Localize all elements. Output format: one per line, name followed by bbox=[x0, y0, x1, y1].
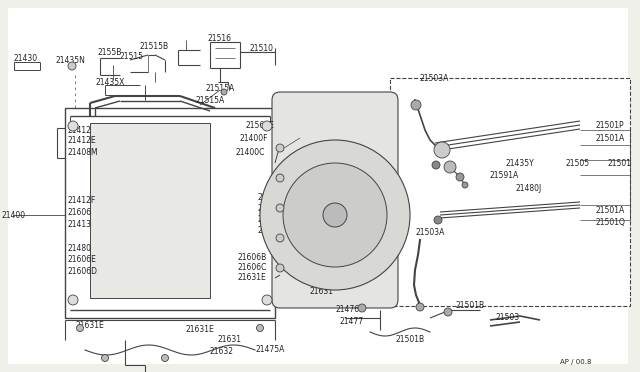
Circle shape bbox=[434, 142, 450, 158]
Circle shape bbox=[358, 304, 366, 312]
Circle shape bbox=[161, 355, 168, 362]
Text: 2155B: 2155B bbox=[98, 48, 122, 57]
Text: 21503: 21503 bbox=[495, 314, 519, 323]
Bar bbox=[65, 108, 275, 318]
Text: 21435N: 21435N bbox=[55, 55, 85, 64]
Text: 21501Q: 21501Q bbox=[595, 218, 625, 227]
Circle shape bbox=[260, 140, 410, 290]
Text: 21501B: 21501B bbox=[455, 301, 484, 310]
Circle shape bbox=[434, 216, 442, 224]
Text: 21480J: 21480J bbox=[515, 183, 541, 192]
Text: 21631: 21631 bbox=[218, 336, 242, 344]
Text: 21606B: 21606B bbox=[238, 253, 268, 263]
Text: 21503A: 21503A bbox=[420, 74, 449, 83]
Text: 21480: 21480 bbox=[68, 244, 92, 253]
Circle shape bbox=[283, 163, 387, 267]
Text: 21412F: 21412F bbox=[68, 196, 96, 205]
Circle shape bbox=[349, 201, 377, 229]
Text: 21606E: 21606E bbox=[258, 192, 287, 202]
Text: 21606C: 21606C bbox=[238, 263, 268, 273]
Text: 21501A: 21501A bbox=[595, 205, 624, 215]
Circle shape bbox=[432, 161, 440, 169]
Text: AP / 00.8: AP / 00.8 bbox=[560, 359, 591, 365]
Text: 21631E: 21631E bbox=[75, 321, 104, 330]
Circle shape bbox=[68, 121, 78, 131]
Circle shape bbox=[276, 144, 284, 152]
Text: 21591A: 21591A bbox=[490, 170, 519, 180]
Circle shape bbox=[462, 182, 468, 188]
Text: 21560E: 21560E bbox=[245, 121, 274, 129]
Text: 21475A: 21475A bbox=[255, 346, 284, 355]
Circle shape bbox=[411, 100, 421, 110]
Circle shape bbox=[262, 295, 272, 305]
Text: 21606C: 21606C bbox=[258, 215, 287, 224]
Text: 21515: 21515 bbox=[120, 51, 144, 61]
Text: 21501P: 21501P bbox=[595, 121, 623, 129]
Circle shape bbox=[456, 173, 464, 181]
Text: 21632: 21632 bbox=[210, 347, 234, 356]
Text: 21631: 21631 bbox=[310, 288, 334, 296]
Text: 21515A: 21515A bbox=[205, 83, 234, 93]
Circle shape bbox=[68, 295, 78, 305]
Circle shape bbox=[323, 203, 347, 227]
FancyBboxPatch shape bbox=[272, 92, 398, 308]
Text: 21606D: 21606D bbox=[258, 203, 288, 212]
Text: 21435Y: 21435Y bbox=[505, 158, 534, 167]
Circle shape bbox=[321, 173, 349, 201]
Text: 21606D: 21606D bbox=[68, 267, 98, 276]
Circle shape bbox=[321, 229, 349, 257]
Text: 21412E: 21412E bbox=[68, 135, 97, 144]
Circle shape bbox=[293, 201, 321, 229]
Text: 21515A: 21515A bbox=[195, 96, 224, 105]
Circle shape bbox=[221, 89, 227, 95]
Circle shape bbox=[77, 324, 83, 331]
Text: 21505: 21505 bbox=[565, 158, 589, 167]
Text: 21400F: 21400F bbox=[240, 134, 269, 142]
Bar bbox=[90, 123, 210, 298]
Circle shape bbox=[262, 121, 272, 131]
Text: 21412: 21412 bbox=[68, 125, 92, 135]
Text: 21430: 21430 bbox=[14, 54, 38, 62]
Text: 21606B: 21606B bbox=[258, 225, 287, 234]
Text: 21631E: 21631E bbox=[185, 326, 214, 334]
Bar bbox=[390, 78, 630, 306]
Text: 21400C: 21400C bbox=[235, 148, 264, 157]
Text: 21413: 21413 bbox=[68, 219, 92, 228]
Text: 21400: 21400 bbox=[2, 211, 26, 219]
Text: 21606E: 21606E bbox=[68, 256, 97, 264]
Circle shape bbox=[276, 174, 284, 182]
Text: 21503A: 21503A bbox=[415, 228, 444, 237]
Text: 21510: 21510 bbox=[250, 44, 274, 52]
Text: 21515B: 21515B bbox=[140, 42, 169, 51]
Circle shape bbox=[444, 161, 456, 173]
Circle shape bbox=[68, 62, 76, 70]
Text: 21516: 21516 bbox=[208, 33, 232, 42]
Text: 21501A: 21501A bbox=[595, 134, 624, 142]
Text: 21606: 21606 bbox=[68, 208, 92, 217]
Text: 21408M: 21408M bbox=[68, 148, 99, 157]
Circle shape bbox=[416, 303, 424, 311]
Text: 21631E: 21631E bbox=[295, 270, 324, 279]
Text: 21501: 21501 bbox=[608, 158, 632, 167]
Text: 21501B: 21501B bbox=[395, 336, 424, 344]
Circle shape bbox=[276, 204, 284, 212]
Text: 21631E: 21631E bbox=[238, 273, 267, 282]
Circle shape bbox=[257, 324, 264, 331]
Circle shape bbox=[102, 355, 109, 362]
Bar bbox=[10, 10, 405, 360]
Text: 21476: 21476 bbox=[335, 305, 359, 314]
Circle shape bbox=[276, 234, 284, 242]
Circle shape bbox=[276, 264, 284, 272]
Text: 21435X: 21435X bbox=[95, 77, 124, 87]
Text: 21477: 21477 bbox=[340, 317, 364, 327]
Circle shape bbox=[444, 308, 452, 316]
